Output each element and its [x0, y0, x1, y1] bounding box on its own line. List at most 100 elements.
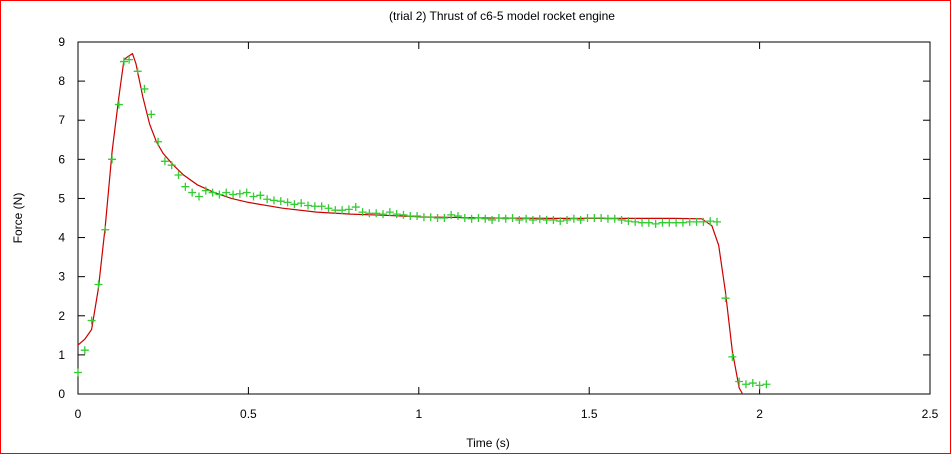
data-point-plus — [101, 225, 110, 234]
data-point-plus — [474, 214, 483, 222]
x-tick-label: 1 — [415, 407, 422, 421]
x-tick-label: 0.5 — [240, 407, 257, 421]
data-point-plus — [201, 186, 210, 195]
data-point-plus — [365, 209, 374, 218]
data-point-plus — [728, 352, 737, 361]
data-point-plus — [748, 379, 757, 388]
data-point-plus — [522, 214, 531, 223]
y-tick-label: 8 — [58, 74, 65, 88]
data-point-plus — [324, 204, 333, 213]
data-point-plus — [453, 212, 462, 221]
data-point-plus — [528, 215, 537, 224]
y-axis-label: Force (N) — [11, 193, 25, 244]
x-tick-label: 2 — [756, 407, 763, 421]
data-point-plus — [672, 218, 681, 227]
data-point-plus — [678, 218, 687, 227]
data-point-plus — [154, 137, 163, 146]
data-point-plus — [617, 215, 626, 224]
data-point-plus — [133, 67, 142, 76]
data-point-plus — [556, 217, 565, 226]
data-point-plus — [597, 214, 606, 222]
data-point-plus — [590, 214, 599, 222]
data-point-plus — [706, 217, 715, 226]
data-point-plus — [631, 217, 640, 226]
data-point-plus — [317, 202, 326, 211]
data-point-plus — [413, 212, 422, 221]
data-point-plus — [481, 214, 490, 223]
fit-curve-line — [77, 52, 744, 395]
y-tick-label: 5 — [58, 191, 65, 205]
data-point-plus — [94, 280, 103, 289]
data-point-plus — [392, 210, 401, 219]
data-point-plus — [488, 215, 497, 224]
data-point-plus — [610, 214, 619, 223]
data-point-plus — [665, 218, 674, 227]
data-point-plus — [276, 197, 285, 206]
data-point-plus — [249, 192, 258, 201]
data-point-plus — [713, 217, 721, 226]
data-point-plus — [447, 210, 456, 219]
data-point-plus — [167, 161, 176, 170]
data-point-plus — [125, 55, 134, 64]
data-point-plus — [181, 182, 190, 191]
data-point-plus — [651, 219, 660, 228]
data-point-plus — [331, 206, 340, 215]
x-axis-label: Time (s) — [466, 436, 510, 450]
data-point-plus — [269, 196, 278, 205]
data-point-plus — [256, 191, 265, 200]
data-point-plus — [229, 190, 238, 199]
data-point-plus — [188, 188, 197, 197]
data-point-plus — [583, 214, 592, 222]
y-tick-label: 6 — [58, 152, 65, 166]
series-group — [74, 52, 771, 395]
data-point-plus — [283, 198, 292, 207]
data-point-plus — [114, 100, 123, 109]
data-point-plus — [755, 381, 764, 390]
data-point-plus — [685, 217, 694, 226]
data-point-plus — [310, 202, 319, 211]
data-point-plus — [379, 210, 388, 219]
data-point-plus — [741, 380, 750, 389]
x-tick-label: 1.5 — [581, 407, 598, 421]
data-point-plus — [351, 203, 360, 212]
data-point-plus — [304, 201, 313, 210]
data-point-plus — [762, 380, 771, 389]
data-point-plus — [501, 214, 510, 223]
data-point-plus — [467, 214, 476, 223]
data-point-plus — [721, 294, 730, 303]
data-point-plus — [242, 188, 251, 197]
data-point-plus — [80, 346, 89, 355]
data-point-plus — [440, 214, 449, 222]
data-point-plus — [160, 157, 169, 166]
data-point-plus — [194, 192, 203, 201]
data-point-plus — [658, 218, 667, 227]
data-point-plus — [644, 218, 653, 227]
y-tick-label: 7 — [58, 113, 65, 127]
plot-area-border — [77, 41, 931, 395]
data-point-plus — [208, 188, 217, 197]
data-point-plus — [535, 215, 544, 224]
data-point-plus — [460, 214, 469, 222]
y-tick-label: 4 — [58, 231, 65, 245]
data-point-plus — [603, 214, 612, 223]
data-point-plus — [699, 217, 708, 226]
data-point-plus — [147, 110, 156, 119]
data-point-plus — [624, 217, 633, 226]
y-tick-label: 9 — [58, 35, 65, 49]
data-point-plus — [87, 316, 96, 325]
data-point-plus — [235, 189, 244, 198]
data-point-plus — [406, 212, 415, 221]
data-point-plus — [140, 84, 149, 93]
data-point-plus — [399, 210, 408, 219]
data-point-plus — [508, 214, 517, 222]
data-point-plus — [215, 190, 224, 199]
data-point-plus — [549, 215, 558, 224]
data-point-plus — [338, 206, 347, 215]
data-point-plus — [222, 188, 231, 197]
data-point-plus — [358, 208, 367, 217]
data-point-plus — [563, 215, 572, 224]
data-point-plus — [494, 214, 503, 222]
data-point-plus — [263, 195, 272, 204]
data-point-plus — [735, 377, 744, 386]
